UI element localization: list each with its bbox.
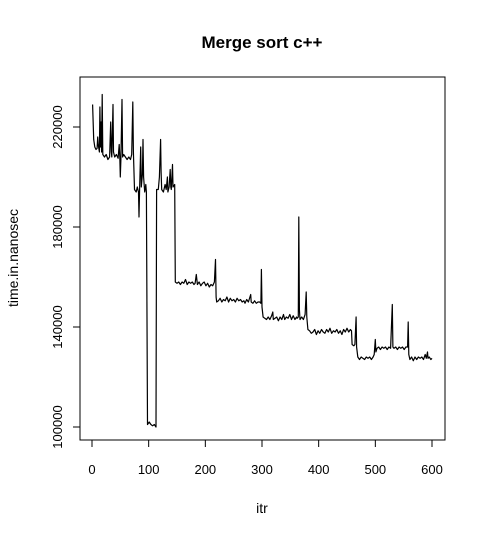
y-tick-label: 180000 bbox=[50, 205, 65, 248]
x-tick-label: 100 bbox=[138, 462, 160, 477]
y-tick-label: 100000 bbox=[50, 405, 65, 448]
x-tick-label: 500 bbox=[364, 462, 386, 477]
chart-title: Merge sort c++ bbox=[202, 33, 323, 52]
x-tick-label: 300 bbox=[251, 462, 273, 477]
x-axis-label: itr bbox=[256, 500, 268, 516]
y-tick-label: 220000 bbox=[50, 105, 65, 148]
x-axis: 0 100 200 300 400 500 600 bbox=[88, 439, 443, 477]
y-axis: 100000 140000 180000 220000 bbox=[50, 105, 81, 449]
x-tick-label: 0 bbox=[88, 462, 95, 477]
x-tick-label: 400 bbox=[308, 462, 330, 477]
x-tick-label: 600 bbox=[421, 462, 443, 477]
series-line bbox=[92, 93, 433, 428]
x-tick-label: 200 bbox=[194, 462, 216, 477]
y-axis-label: time.in.nanosec bbox=[5, 209, 21, 307]
y-tick-label: 140000 bbox=[50, 305, 65, 348]
